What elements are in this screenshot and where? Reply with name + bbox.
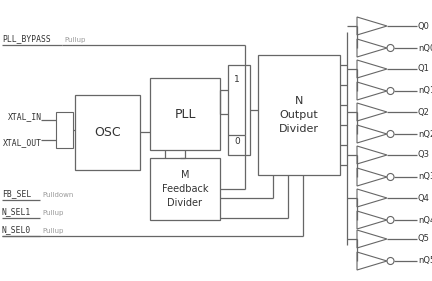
Text: 1: 1 xyxy=(234,74,240,83)
Bar xyxy=(56,112,73,148)
Text: Q1: Q1 xyxy=(418,65,430,74)
Text: XTAL_IN: XTAL_IN xyxy=(8,112,42,121)
Bar xyxy=(75,95,140,170)
Text: OSC: OSC xyxy=(94,126,121,139)
Text: Pullup: Pullup xyxy=(42,228,64,234)
Text: XTAL_OUT: XTAL_OUT xyxy=(3,139,42,148)
Text: Pulldown: Pulldown xyxy=(42,192,73,198)
Text: nQ1: nQ1 xyxy=(418,87,432,96)
Bar xyxy=(150,158,220,220)
Text: nQ2: nQ2 xyxy=(418,130,432,139)
Text: Q5: Q5 xyxy=(418,235,430,244)
Text: Pullup: Pullup xyxy=(42,210,64,216)
Text: Q4: Q4 xyxy=(418,194,430,203)
Bar xyxy=(228,65,250,155)
Text: N_SEL1: N_SEL1 xyxy=(2,207,31,216)
Text: PLL: PLL xyxy=(174,108,196,121)
Text: N_SEL0: N_SEL0 xyxy=(2,225,31,234)
Text: nQ0: nQ0 xyxy=(418,44,432,53)
Text: Q2: Q2 xyxy=(418,108,430,117)
Text: Pullup: Pullup xyxy=(64,37,86,43)
Text: M
Feedback
Divider: M Feedback Divider xyxy=(162,170,208,208)
Bar xyxy=(258,55,340,175)
Text: nQ5: nQ5 xyxy=(418,257,432,266)
Text: nQ3: nQ3 xyxy=(418,173,432,182)
Bar xyxy=(150,78,220,150)
Text: nQ4: nQ4 xyxy=(418,216,432,225)
Text: Q0: Q0 xyxy=(418,22,430,31)
Text: FB_SEL: FB_SEL xyxy=(2,189,31,198)
Text: Q3: Q3 xyxy=(418,151,430,160)
Text: 0: 0 xyxy=(234,137,240,146)
Text: PLL_BYPASS: PLL_BYPASS xyxy=(2,34,51,43)
Text: N
Output
Divider: N Output Divider xyxy=(279,96,319,134)
